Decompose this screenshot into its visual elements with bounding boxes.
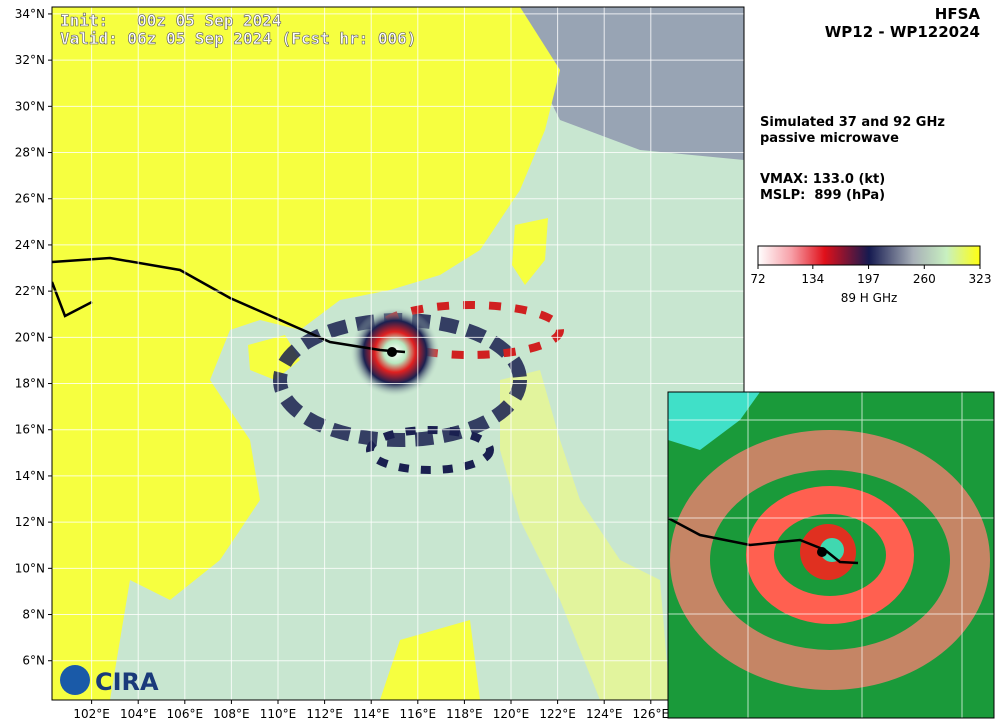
inset-map [668,392,994,718]
storm-track [52,281,93,318]
product-text: passive microwave [760,131,899,146]
inset-graticule [668,392,994,718]
logo-icon [60,665,90,695]
colorbar [757,245,981,266]
lat-tick-label: 6°N [22,654,45,668]
map-frame [51,6,745,701]
lat-tick-label: 26°N [15,192,45,206]
lon-tick-label: 124°E [586,707,623,721]
land-hainan [248,335,300,380]
lat-tick-label: 12°N [15,515,45,529]
colorbar-tick-label: 72 [750,272,765,286]
lat-tick-label: 10°N [15,561,45,575]
lat-tick-label: 24°N [15,238,45,252]
lon-tick-label: 120°E [493,707,530,721]
inset-track [668,516,859,565]
lon-tick-label: 122°E [539,707,576,721]
inset-eye [820,538,844,562]
inset-frame [667,391,995,719]
colorbar-label: 89 H GHz [841,291,898,305]
colorbar-tick-label: 260 [913,272,936,286]
lat-tick-label: 22°N [15,284,45,298]
lon-tick-label: 114°E [353,707,390,721]
inset-position [817,547,827,557]
inset-rainband [670,430,990,690]
lat-tick-label: 16°N [15,423,45,437]
lon-tick-label: 126°E [633,707,670,721]
lat-tick-label: 8°N [22,608,45,622]
map [52,7,744,700]
lon-tick-label: 106°E [167,707,204,721]
graticule [52,7,744,700]
storm-id: WP12 - WP122024 [825,23,980,41]
inset-land [668,392,760,450]
lon-tick-label: 108°E [213,707,250,721]
lat-tick-label: 20°N [15,330,45,344]
colorbar-tick-label: 134 [801,272,824,286]
land-mainland [52,7,560,700]
storm-position [387,347,397,357]
lat-tick-label: 30°N [15,99,45,113]
lat-tick-label: 32°N [15,53,45,67]
land-taiwan [512,218,548,285]
lat-tick-label: 28°N [15,146,45,160]
colorbar-tick-label: 323 [969,272,992,286]
rainband [376,301,564,359]
land-philippines [500,370,670,700]
lon-tick-label: 112°E [306,707,343,721]
lon-tick-label: 110°E [260,707,297,721]
lon-tick-label: 102°E [73,707,110,721]
lon-tick-label: 118°E [446,707,483,721]
cloud-field [520,7,744,160]
lon-tick-label: 104°E [120,707,157,721]
logo-text: CIRA [95,668,159,696]
lon-tick-label: 116°E [400,707,437,721]
lat-tick-label: 18°N [15,377,45,391]
valid-text: Valid: 06z 05 Sep 2024 (Fcst hr: 006) [60,29,416,48]
lat-tick-label: 14°N [15,469,45,483]
lat-tick-label: 34°N [15,7,45,21]
init-text: Init: 00z 05 Sep 2024 [60,11,282,30]
mslp-text: MSLP: 899 (hPa) [760,188,885,203]
model-title: HFSA [935,5,981,23]
inset-rainband [746,486,914,624]
land-borneo [380,620,480,700]
product-text: Simulated 37 and 92 GHz [760,115,945,130]
vmax-text: VMAX: 133.0 (kt) [760,172,885,187]
colorbar-tick-label: 197 [857,272,880,286]
